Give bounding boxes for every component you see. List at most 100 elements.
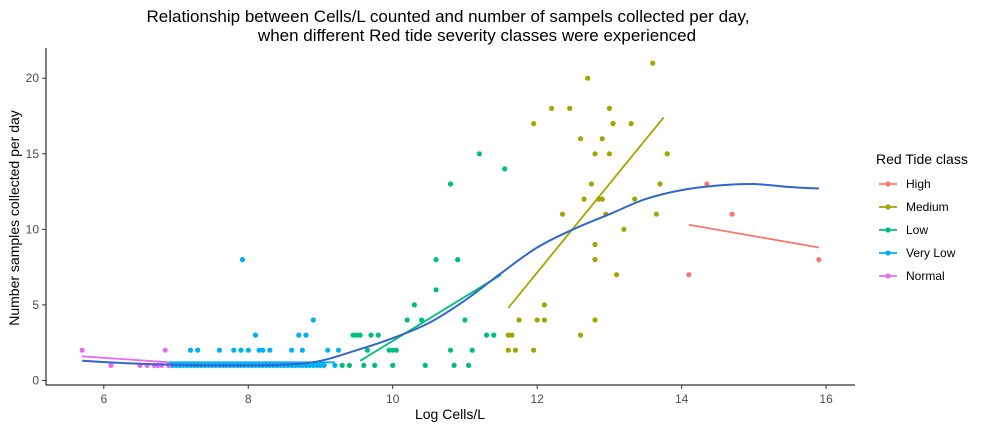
data-point <box>162 347 168 353</box>
data-point <box>729 211 735 217</box>
data-point <box>541 302 548 308</box>
data-point <box>364 347 370 353</box>
data-point <box>289 347 295 353</box>
legend-item-normal: Normal <box>879 269 945 283</box>
x-tick-label: 6 <box>100 392 107 406</box>
series-high <box>686 181 822 278</box>
x-tick-label: 10 <box>386 392 400 406</box>
data-point <box>303 332 309 338</box>
data-point <box>299 347 305 353</box>
data-point <box>816 257 822 263</box>
data-point <box>621 226 627 232</box>
data-point <box>531 347 537 353</box>
data-point <box>368 332 374 338</box>
data-point <box>610 121 616 127</box>
data-point <box>559 211 566 217</box>
data-point <box>216 347 222 353</box>
data-point <box>245 347 251 353</box>
data-point <box>393 347 399 353</box>
data-point <box>310 317 316 323</box>
x-tick-label: 8 <box>245 392 252 406</box>
legend: Red Tide class High Medium Low Very Low Norm… <box>876 151 968 283</box>
data-point <box>509 332 515 338</box>
data-point <box>386 347 392 353</box>
fit-line-normal <box>82 355 169 364</box>
data-point <box>653 211 660 217</box>
data-point <box>260 347 266 353</box>
data-point <box>335 347 342 353</box>
legend-item-medium: Medium <box>879 200 949 214</box>
data-point <box>361 362 367 368</box>
legend-item-high: High <box>879 177 931 191</box>
data-point <box>267 347 273 353</box>
data-point <box>404 317 410 323</box>
data-point <box>419 317 425 323</box>
data-point <box>411 302 417 308</box>
data-point <box>592 151 598 157</box>
data-point <box>321 362 327 368</box>
data-point <box>252 332 259 338</box>
data-point <box>390 362 396 368</box>
y-axis-title: Number samples collected per day <box>6 110 22 326</box>
data-point <box>256 347 262 353</box>
x-tick-label: 14 <box>675 392 689 406</box>
x-axis-title: Log Cells/L <box>415 406 485 422</box>
data-point <box>108 362 114 368</box>
y-tick-label: 15 <box>26 147 40 161</box>
x-axis-ticks: 6 8 10 12 14 16 <box>100 385 833 406</box>
data-point <box>502 166 508 172</box>
data-point <box>650 60 656 66</box>
data-point <box>632 196 638 202</box>
legend-key-point <box>885 250 891 256</box>
legend-items: High Medium Low Very Low Normal <box>879 177 956 283</box>
data-point <box>484 332 490 338</box>
fit-line-high <box>688 223 820 249</box>
legend-item-low: Low <box>879 223 928 237</box>
data-point <box>599 196 605 202</box>
data-point <box>447 347 454 353</box>
data-point <box>357 332 363 338</box>
legend-title: Red Tide class <box>876 151 968 167</box>
data-point <box>455 257 461 263</box>
data-point <box>476 151 482 157</box>
series-low <box>339 151 508 368</box>
data-point <box>531 121 537 127</box>
overall-smooth-line <box>82 182 819 367</box>
data-point <box>549 105 555 111</box>
legend-key-point <box>885 227 891 233</box>
data-point <box>686 272 692 278</box>
data-point <box>606 105 613 111</box>
data-point <box>451 362 457 368</box>
data-point <box>317 362 324 368</box>
data-point <box>350 332 356 338</box>
data-point <box>307 362 313 368</box>
data-point <box>195 347 201 353</box>
series-medium <box>505 60 670 353</box>
legend-item-very-low: Very Low <box>879 246 956 260</box>
data-point <box>296 332 302 338</box>
data-point <box>577 136 584 142</box>
data-point <box>704 181 710 187</box>
data-point <box>433 257 439 263</box>
legend-key-point <box>885 204 891 210</box>
data-point <box>462 317 468 323</box>
data-point <box>541 317 548 323</box>
legend-key-point <box>885 181 891 187</box>
data-point <box>606 151 613 157</box>
data-point <box>332 362 338 368</box>
data-point <box>354 332 360 338</box>
x-tick-label: 12 <box>530 392 544 406</box>
data-point <box>614 272 620 278</box>
series-very-low <box>166 257 342 368</box>
data-point <box>512 347 519 353</box>
data-point <box>588 181 595 187</box>
data-point <box>447 181 454 187</box>
legend-label: Very Low <box>906 246 956 260</box>
data-point <box>567 105 573 111</box>
data-point <box>491 332 497 338</box>
legend-label: Low <box>906 223 928 237</box>
data-point <box>310 362 316 368</box>
y-tick-label: 10 <box>26 222 40 236</box>
data-point <box>581 196 587 202</box>
